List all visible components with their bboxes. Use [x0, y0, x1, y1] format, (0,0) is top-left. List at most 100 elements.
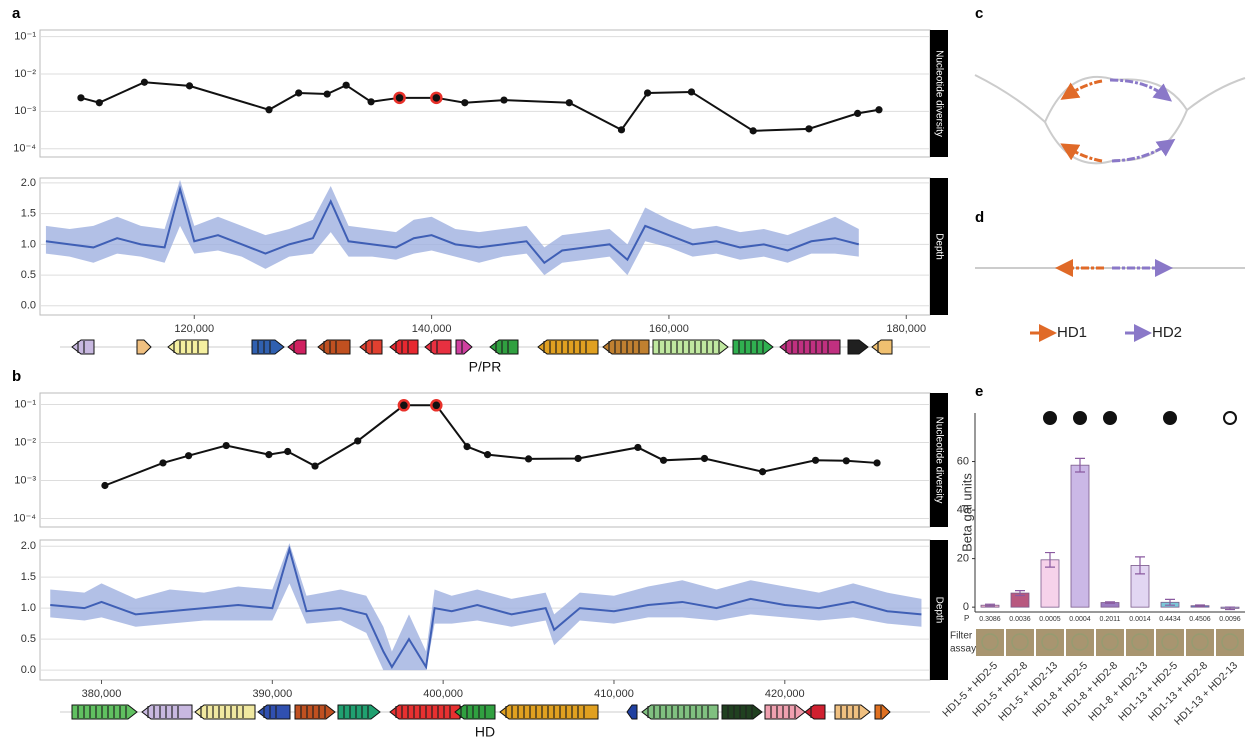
y-tick-label: 0.0 — [21, 664, 36, 676]
point — [354, 437, 361, 444]
point — [295, 89, 302, 96]
point — [759, 468, 766, 475]
point — [812, 457, 819, 464]
p-value: 0.4506 — [1189, 616, 1211, 623]
p-value: 0.3086 — [979, 616, 1001, 623]
bar — [1071, 465, 1089, 607]
y-tick-label: 10⁻³ — [14, 105, 36, 117]
significance-marker — [1104, 412, 1116, 424]
y-tick-label: 0.0 — [21, 300, 36, 312]
x-tick-label: 140,000 — [412, 323, 452, 335]
highlighted-point — [431, 400, 441, 410]
p-value: 0.0036 — [1009, 616, 1031, 623]
point — [805, 125, 812, 132]
point — [96, 99, 103, 106]
significance-marker — [1224, 412, 1236, 424]
highlighted-point — [431, 93, 441, 103]
strip-label: Depth — [933, 233, 944, 260]
y-tick-label: 0.5 — [21, 269, 36, 281]
point — [618, 126, 625, 133]
point — [463, 443, 470, 450]
hd2-arrow — [1112, 144, 1168, 161]
strip-label: Depth — [933, 597, 944, 624]
filter-assay-image — [1156, 629, 1184, 656]
strip-label: Nucleotide diversity — [933, 50, 944, 137]
point — [141, 79, 148, 86]
y-axis-label: Beta gal units — [959, 473, 974, 552]
point — [343, 82, 350, 89]
gene-arrow — [318, 340, 350, 354]
point — [660, 457, 667, 464]
point — [525, 455, 532, 462]
highlighted-point — [395, 93, 405, 103]
gene-track-label: HD — [475, 724, 495, 740]
gene-arrow — [653, 340, 728, 354]
panel-label: a — [12, 5, 21, 22]
gene-arrow — [875, 705, 890, 719]
p-label: P — [964, 614, 969, 623]
filter-assay-image — [1066, 629, 1094, 656]
x-tick-label: 160,000 — [649, 323, 689, 335]
y-tick-label: 2.0 — [21, 177, 36, 189]
gene-arrow — [360, 340, 382, 354]
gene-arrow — [142, 705, 192, 719]
p-value: 0.0014 — [1129, 616, 1151, 623]
point — [186, 82, 193, 89]
p-value: 0.0004 — [1069, 616, 1091, 623]
gene-arrow — [805, 705, 825, 719]
point — [854, 110, 861, 117]
gene-arrow — [288, 340, 306, 354]
point — [101, 482, 108, 489]
diagram-c — [975, 75, 1245, 163]
point — [284, 448, 291, 455]
genome-path — [975, 75, 1245, 122]
filter-assay-image — [976, 629, 1004, 656]
panel-label: d — [975, 209, 984, 226]
y-tick-label: 20 — [957, 553, 969, 565]
point — [574, 455, 581, 462]
point — [750, 127, 757, 134]
point — [644, 89, 651, 96]
y-tick-label: 0 — [963, 601, 969, 613]
point — [701, 455, 708, 462]
point — [634, 444, 641, 451]
point — [873, 459, 880, 466]
y-tick-label: 10⁻¹ — [14, 30, 36, 42]
filter-assay-image — [1036, 629, 1064, 656]
panel-label: c — [975, 5, 983, 22]
point — [500, 96, 507, 103]
filter-assay-label: assay — [950, 644, 976, 655]
filter-assay-image — [1216, 629, 1244, 656]
gene-arrow — [456, 340, 472, 354]
p-value: 0.4434 — [1159, 616, 1181, 623]
gene-arrow — [252, 340, 284, 354]
x-tick-label: 400,000 — [423, 688, 463, 700]
x-tick-label: 380,000 — [82, 688, 122, 700]
y-tick-label: 2.0 — [21, 540, 36, 552]
gene-arrow — [848, 340, 868, 354]
point — [77, 94, 84, 101]
significance-marker — [1074, 412, 1086, 424]
p-value: 0.0005 — [1039, 616, 1061, 623]
panel-label: e — [975, 383, 983, 400]
y-tick-label: 10⁻² — [14, 436, 36, 448]
gene-arrow — [603, 340, 649, 354]
x-tick-label: 420,000 — [765, 688, 805, 700]
plot-frame — [40, 30, 930, 157]
figure: c d 10⁻¹10⁻²10⁻³10⁻⁴Nucleotide diversity… — [0, 0, 1257, 741]
y-tick-label: 1.0 — [21, 238, 36, 250]
x-tick-label: 410,000 — [594, 688, 634, 700]
point — [223, 442, 230, 449]
x-tick-label: 180,000 — [886, 323, 926, 335]
filter-assay-image — [1126, 629, 1154, 656]
y-tick-label: 10⁻² — [14, 68, 36, 80]
y-tick-label: 1.0 — [21, 602, 36, 614]
gene-arrow — [72, 340, 94, 354]
filter-assay-label: Filter — [950, 631, 973, 642]
gene-arrow — [627, 705, 637, 719]
p-value: 0.2011 — [1100, 616, 1121, 623]
point — [688, 88, 695, 95]
x-tick-label: 120,000 — [174, 323, 214, 335]
y-tick-label: 1.5 — [21, 208, 36, 220]
point — [159, 459, 166, 466]
